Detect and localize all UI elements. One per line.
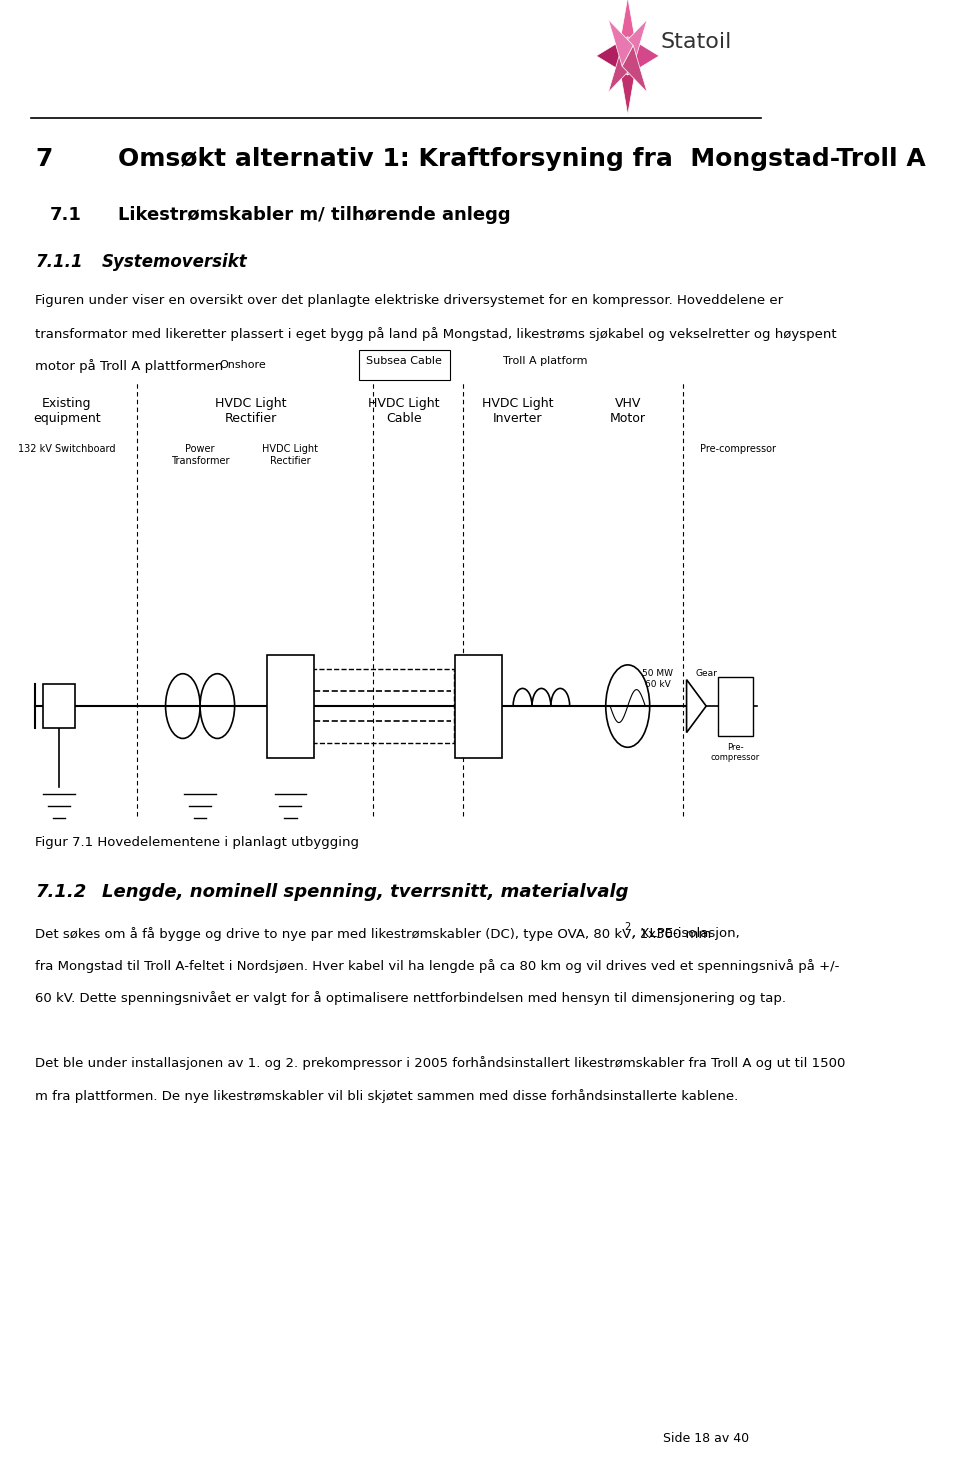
Text: Figuren under viser en oversikt over det planlagte elektriske driversystemet for: Figuren under viser en oversikt over det… [36, 294, 783, 307]
Text: Pre-compressor: Pre-compressor [700, 444, 776, 455]
Text: Subsea Cable: Subsea Cable [366, 356, 442, 366]
Bar [718, 677, 754, 736]
Text: Statoil: Statoil [660, 32, 732, 53]
Text: Power
Transformer: Power Transformer [171, 444, 229, 466]
Text: 7.1.1: 7.1.1 [36, 253, 83, 271]
Text: Lengde, nominell spenning, tverrsnitt, materialvalg: Lengde, nominell spenning, tverrsnitt, m… [102, 883, 629, 900]
Bar [267, 655, 314, 758]
Bar [312, 669, 453, 743]
Text: 7.1.2: 7.1.2 [36, 883, 86, 900]
Text: 60 kV. Dette spenningsnivået er valgt for å optimalisere nettforbindelsen med he: 60 kV. Dette spenningsnivået er valgt fo… [36, 991, 786, 1005]
Text: fra Mongstad til Troll A-feltet i Nordsjøen. Hver kabel vil ha lengde på ca 80 k: fra Mongstad til Troll A-feltet i Nordsj… [36, 959, 840, 972]
Text: HVDC Light
Rectifier: HVDC Light Rectifier [215, 397, 287, 425]
Polygon shape [609, 19, 634, 66]
Text: Existing
equipment: Existing equipment [33, 397, 101, 425]
Text: HVDC Light
Rectifier: HVDC Light Rectifier [262, 444, 319, 466]
Text: 132 kV Switchboard: 132 kV Switchboard [18, 444, 115, 455]
Text: HVDC Light
Inverter: HVDC Light Inverter [482, 397, 554, 425]
Text: 2: 2 [624, 922, 630, 933]
Text: 7: 7 [36, 147, 53, 171]
Text: motor på Troll A plattformen: motor på Troll A plattformen [36, 359, 224, 372]
Bar [43, 684, 75, 728]
Polygon shape [609, 46, 634, 93]
Text: Systemoversikt: Systemoversikt [102, 253, 248, 271]
Text: HVDC Light
Cable: HVDC Light Cable [369, 397, 440, 425]
Polygon shape [617, 56, 638, 115]
Text: Side 18 av 40: Side 18 av 40 [663, 1431, 750, 1445]
Text: Figur 7.1 Hovedelementene i planlagt utbygging: Figur 7.1 Hovedelementene i planlagt utb… [36, 836, 359, 849]
Polygon shape [596, 37, 628, 75]
Text: VHV
Motor: VHV Motor [610, 397, 646, 425]
Polygon shape [622, 46, 647, 93]
Polygon shape [628, 37, 660, 75]
Polygon shape [686, 680, 707, 733]
Text: Onshore: Onshore [220, 360, 267, 371]
Text: 7.1: 7.1 [49, 206, 82, 224]
Text: , XLPE-isolasjon,: , XLPE-isolasjon, [632, 927, 739, 940]
Text: Pre-
compressor: Pre- compressor [710, 743, 760, 762]
Text: Det søkes om å få bygge og drive to nye par med likestrømskabler (DC), type OVA,: Det søkes om å få bygge og drive to nye … [36, 927, 711, 940]
Text: Gear: Gear [695, 669, 717, 678]
Polygon shape [617, 0, 638, 56]
Text: Likestrømskabler m/ tilhørende anlegg: Likestrømskabler m/ tilhørende anlegg [118, 206, 511, 224]
Text: m fra plattformen. De nye likestrømskabler vil bli skjøtet sammen med disse forh: m fra plattformen. De nye likestrømskabl… [36, 1089, 738, 1102]
Text: transformator med likeretter plassert i eget bygg på land på Mongstad, likestrøm: transformator med likeretter plassert i … [36, 327, 837, 340]
Text: Omsøkt alternativ 1: Kraftforsyning fra  Mongstad-Troll A: Omsøkt alternativ 1: Kraftforsyning fra … [118, 147, 925, 171]
Text: Det ble under installasjonen av 1. og 2. prekompressor i 2005 forhåndsinstallert: Det ble under installasjonen av 1. og 2.… [36, 1056, 846, 1069]
Text: 50 MW
60 kV: 50 MW 60 kV [642, 669, 673, 688]
Bar [455, 655, 502, 758]
Polygon shape [622, 19, 647, 66]
Text: Troll A platform: Troll A platform [503, 356, 588, 366]
